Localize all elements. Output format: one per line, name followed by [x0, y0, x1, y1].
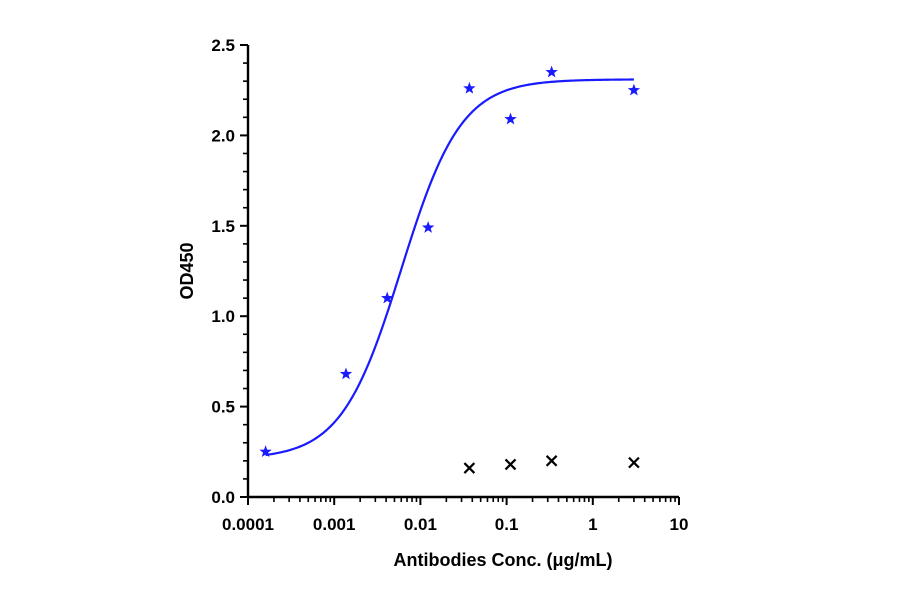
y-tick-label: 0.5: [211, 398, 235, 417]
data-point-star: [627, 83, 641, 96]
x-tick-label: 0.01: [404, 515, 437, 534]
data-point-x: [463, 462, 476, 474]
x-tick-label: 0.0001: [222, 515, 274, 534]
y-tick-label: 1.0: [211, 307, 235, 326]
y-tick-label: 0.0: [211, 488, 235, 507]
ticks: 0.0001 0.001 0.01 0.1 1 10 0.0 0.5 1.0 1.5 2.0 2.5: [211, 36, 688, 534]
y-axis-title: OD450: [177, 242, 197, 299]
x-tick-label: 0.001: [313, 515, 356, 534]
data-point-x: [504, 458, 517, 471]
x-axis-title: Antibodies Conc. (μg/mL): [394, 550, 613, 570]
data-point-star: [339, 367, 353, 380]
x-tick-label: 0.1: [495, 515, 519, 534]
data-point-star: [421, 221, 435, 233]
y-tick-label: 2.5: [211, 36, 235, 55]
plot-area: [259, 65, 641, 474]
y-tick-label: 1.5: [211, 217, 235, 236]
data-point-star: [381, 291, 394, 304]
fit-curve: [265, 78, 634, 457]
data-point-star: [545, 65, 558, 78]
data-point-x: [628, 456, 640, 469]
x-tick-label: 1: [588, 515, 597, 534]
data-point-x: [545, 455, 558, 467]
y-tick-label: 2.0: [211, 126, 235, 145]
data-point-star: [504, 112, 517, 125]
x-tick-label: 10: [670, 515, 689, 534]
data-point-star: [463, 81, 476, 94]
data-point-star: [259, 445, 272, 458]
